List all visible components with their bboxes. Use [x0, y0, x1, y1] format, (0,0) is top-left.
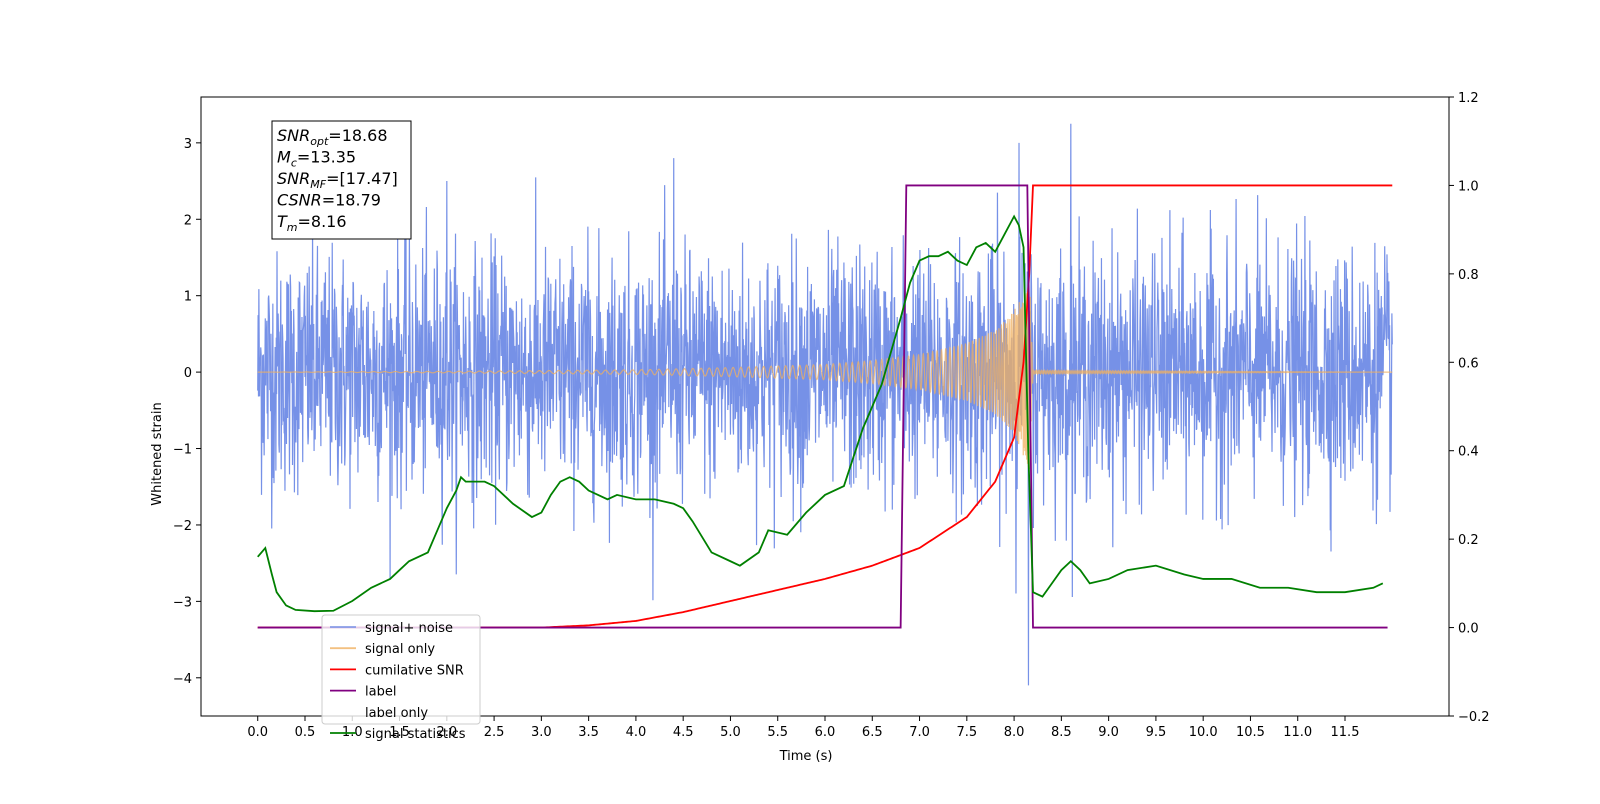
stats-symbol: T: [277, 212, 288, 231]
y-axis-label: Whitened strain: [150, 402, 165, 505]
stats-line: Tm=8.16: [277, 212, 347, 234]
stats-symbol: SNR: [277, 169, 310, 188]
legend-item-label-only: label only: [330, 706, 428, 721]
legend-label: label only: [365, 706, 428, 721]
stats-value: =18.79: [322, 191, 381, 210]
x-tick-label: 7.5: [956, 725, 977, 740]
x-tick-label: 5.5: [767, 725, 788, 740]
stats-line: SNRopt=18.68: [277, 126, 388, 148]
stats-line: SNRMF=[17.47]: [277, 169, 398, 191]
stats-subscript: c: [291, 157, 297, 170]
y2-tick-label: 0.2: [1458, 533, 1479, 548]
stats-value: =18.68: [328, 126, 387, 145]
x-tick-label: 0.0: [247, 725, 268, 740]
x-tick-label: 4.0: [626, 725, 647, 740]
y-tick-label: 2: [184, 213, 192, 228]
stats-value: =13.35: [297, 148, 356, 167]
y2-tick-label: 0.0: [1458, 622, 1479, 637]
y-tick-label: 1: [184, 290, 192, 305]
x-tick-label: 0.5: [295, 725, 316, 740]
stats-annotation-box: SNRopt=18.68Mc=13.35SNRMF=[17.47]CSNR=18…: [271, 120, 412, 240]
x-tick-label: 7.0: [909, 725, 930, 740]
axes: 0.0 0.5 1.0 1.5 2.0 2.5 3.0 3.5 4.0 4.5 5.0 5.5 6.0 6…: [173, 91, 1490, 740]
series-signal-only: [257, 290, 1393, 470]
legend-label: signal only: [365, 642, 435, 657]
x-axis-label: Time (s): [779, 749, 833, 764]
y2-tick-label: 0.8: [1458, 268, 1479, 283]
x-tick-label: 6.0: [815, 725, 836, 740]
x-tick-label: 8.5: [1051, 725, 1072, 740]
stats-subscript: opt: [310, 135, 329, 148]
x-tick-label: 11.5: [1331, 725, 1360, 740]
legend-item-label: label: [330, 685, 396, 700]
legend-label: cumilative SNR: [365, 663, 464, 678]
legend-frame: [321, 614, 481, 725]
y2-tick-label: 0.4: [1458, 445, 1479, 460]
series-signal-noise: [257, 123, 1393, 686]
stats-subscript: MF: [310, 178, 326, 191]
x-tick-label: 5.0: [720, 725, 741, 740]
legend-label: signal statistics: [365, 727, 466, 742]
legend-label: label: [365, 685, 396, 700]
series-label: [257, 184, 1388, 629]
x-tick-label: 2.0: [436, 725, 457, 740]
x-tick-label: 9.0: [1098, 725, 1119, 740]
plot-area: [257, 123, 1393, 686]
x-tick-label: 4.5: [673, 725, 694, 740]
legend-item-signal-noise: signal+ noise: [330, 621, 453, 636]
legend-item-signal-statistics: signal statistics: [330, 727, 466, 742]
x-tick-label: 9.5: [1146, 725, 1167, 740]
stats-line: CSNR=18.79: [277, 191, 381, 210]
x-tick-label: 10.5: [1236, 725, 1265, 740]
stats-line: Mc=13.35: [277, 148, 356, 170]
y-tick-label: −3: [173, 595, 192, 610]
x-tick-label: 10.0: [1189, 725, 1218, 740]
legend-label: signal+ noise: [365, 621, 453, 636]
x-tick-label: 2.5: [484, 725, 505, 740]
stats-symbol: SNR: [277, 126, 310, 145]
x-tick-label: 8.0: [1004, 725, 1025, 740]
stats-box-frame: [271, 120, 412, 240]
y2-tick-label: 1.2: [1458, 91, 1479, 106]
x-tick-label: 1.5: [389, 725, 410, 740]
y-tick-label: −1: [173, 443, 192, 458]
stats-subscript: m: [287, 221, 298, 234]
x-tick-label: 6.5: [862, 725, 883, 740]
y2-tick-label: 0.6: [1458, 356, 1479, 371]
x-tick-label: 11.0: [1283, 725, 1312, 740]
legend-item-cumilative-snr: cumilative SNR: [330, 663, 464, 678]
stats-value: =[17.47]: [326, 169, 398, 188]
stats-symbol: CSNR: [277, 191, 322, 210]
legend: signal+ noise signal only cumilative SNR la…: [321, 614, 481, 742]
series-signal-statistics: [257, 214, 1384, 613]
y2-tick-label: 1.0: [1458, 179, 1479, 194]
x-tick-label: 3.5: [578, 725, 599, 740]
stats-symbol: M: [277, 148, 291, 167]
y-tick-label: 0: [184, 366, 192, 381]
y-tick-label: −2: [173, 519, 192, 534]
legend-item-signal-only: signal only: [330, 642, 435, 657]
stats-value: =8.16: [298, 212, 347, 231]
y2-tick-label: −0.2: [1458, 710, 1490, 725]
x-tick-label: 3.0: [531, 725, 552, 740]
y-tick-label: −4: [173, 672, 192, 687]
y-tick-label: 3: [184, 137, 192, 152]
